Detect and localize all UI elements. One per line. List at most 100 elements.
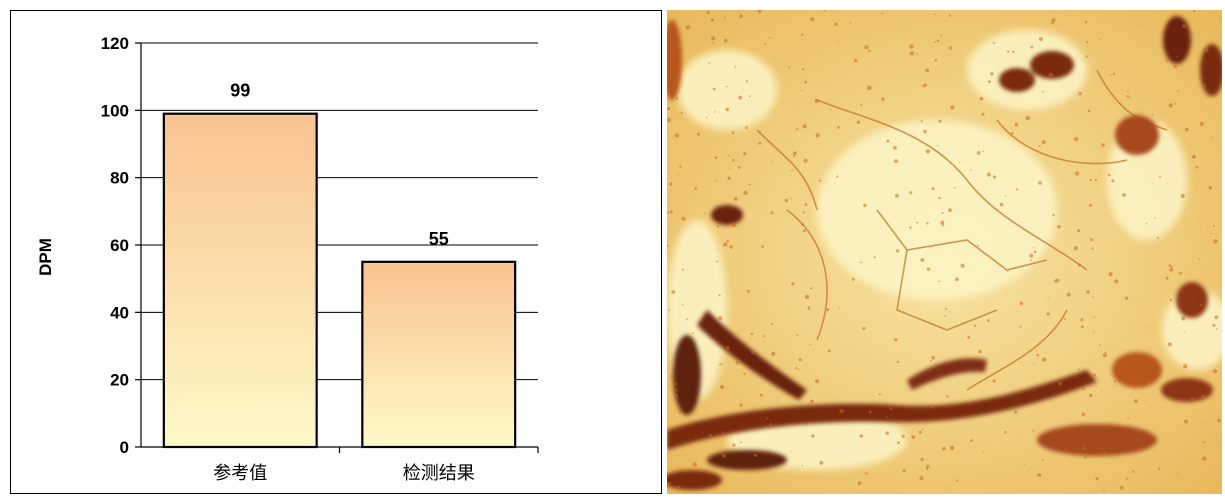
stain-speck — [770, 211, 774, 215]
stain-speck — [1151, 114, 1153, 116]
stain-speck — [763, 335, 766, 338]
stain-speck — [807, 306, 811, 310]
stain-speck — [878, 393, 881, 396]
stain-speck — [1214, 315, 1219, 320]
stain-speck — [1113, 380, 1116, 383]
stain-speck — [729, 223, 731, 225]
stain-speck — [1108, 272, 1113, 277]
stain-speck — [865, 472, 868, 475]
stain-speck — [868, 410, 872, 414]
stain-speck — [1119, 485, 1124, 490]
stain-speck — [836, 175, 839, 178]
stain-speck — [1058, 483, 1060, 485]
stain-speck — [1057, 224, 1061, 229]
stain-speck — [992, 42, 995, 44]
stain-speck — [918, 430, 922, 434]
stain-speck — [1081, 412, 1086, 417]
stain-speck — [1093, 330, 1095, 333]
stain-speck — [925, 467, 928, 471]
stain-speck — [802, 229, 806, 233]
stain-speck — [1030, 259, 1032, 262]
stain-speck — [837, 126, 840, 129]
stain-speck — [710, 18, 714, 22]
stain-speck — [894, 338, 898, 342]
stain-speck — [1165, 59, 1168, 62]
stain-speck — [1193, 10, 1196, 12]
stain-speck — [1111, 179, 1115, 183]
stain-speck — [1085, 55, 1088, 58]
stain-speck — [1075, 171, 1080, 176]
stain-speck — [1126, 95, 1129, 98]
stain-speck — [668, 309, 670, 311]
stain-speck — [674, 392, 676, 394]
stain-speck — [796, 128, 799, 131]
y-tick-label: 80 — [110, 169, 129, 188]
stain-speck — [809, 287, 813, 290]
stain-speck — [1184, 419, 1188, 424]
stain-speck — [1090, 238, 1093, 242]
stain-speck — [945, 307, 948, 310]
stain-speck — [1101, 143, 1105, 147]
stain-speck — [709, 433, 713, 437]
stain-speck — [931, 187, 935, 191]
stain-speck — [1023, 463, 1025, 466]
stain-speck — [735, 360, 740, 365]
stain-speck — [823, 10, 826, 12]
stain-speck — [1204, 423, 1206, 425]
stain-speck — [1007, 50, 1010, 53]
stain-speck — [909, 191, 913, 195]
stain-speck — [675, 389, 678, 392]
stain-speck — [1087, 109, 1091, 113]
stain-speck — [941, 223, 945, 226]
stain-speck — [811, 434, 815, 438]
stain-speck — [675, 133, 680, 138]
stain-speck — [810, 17, 815, 22]
stain-speck — [1097, 454, 1099, 456]
stain-speck — [1078, 91, 1082, 96]
stain-speck — [1213, 369, 1218, 374]
stain-speck — [1210, 233, 1213, 235]
stain-speck — [916, 53, 918, 55]
stain-speck — [692, 462, 697, 467]
stain-speck — [930, 359, 932, 362]
stain-speck — [933, 13, 936, 16]
stain-speck — [695, 435, 697, 438]
stain-speck — [1082, 446, 1087, 451]
stain-speck — [723, 38, 728, 43]
stain-speck — [921, 428, 924, 430]
stain-speck — [798, 358, 802, 362]
stain-speck — [801, 223, 804, 226]
stain-speck — [738, 95, 743, 100]
stain-speck — [970, 439, 973, 442]
stain-speck — [920, 120, 923, 123]
stain-speck — [1148, 326, 1150, 328]
stain-speck — [716, 260, 719, 263]
stain-speck — [682, 268, 685, 271]
stain-speck — [1030, 45, 1034, 49]
stain-speck — [1165, 276, 1169, 280]
stain-speck — [1185, 127, 1189, 132]
stain-speck — [749, 95, 751, 98]
stain-speck — [955, 277, 959, 282]
stain-speck — [979, 96, 984, 101]
stain-speck — [733, 197, 738, 201]
stain-speck — [819, 179, 822, 182]
bar-chart: 0 20 40 60 80 100 120 99 参考值 55 检测结果 DPM — [36, 34, 539, 484]
stain-speck — [973, 324, 977, 327]
stain-speck — [1171, 266, 1173, 269]
stain-speck — [1035, 350, 1038, 352]
stain-speck — [1007, 270, 1009, 273]
stain-speck — [737, 166, 741, 169]
stain-speck — [757, 10, 762, 14]
stain-speck — [1095, 476, 1099, 481]
stain-speck — [746, 289, 750, 293]
stain-speck — [686, 318, 688, 321]
stain-speck — [1041, 90, 1044, 93]
stain-speck — [808, 309, 811, 311]
stain-speck — [769, 422, 772, 426]
stain-speck — [987, 319, 990, 322]
stain-speck — [1093, 316, 1096, 319]
stain-speck — [1183, 364, 1188, 369]
stain-speck — [1167, 342, 1172, 347]
stain-speck — [1099, 344, 1101, 347]
